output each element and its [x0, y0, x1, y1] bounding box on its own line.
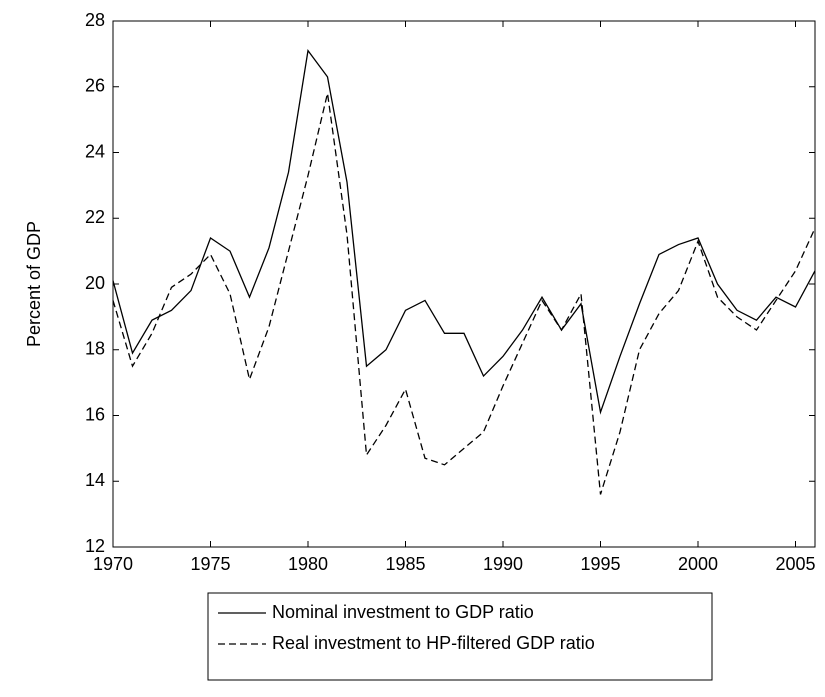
legend-box: [207, 592, 713, 681]
y-tick-label: 26: [85, 76, 105, 96]
x-tick-label: 1990: [483, 554, 523, 574]
plot-frame: [112, 20, 816, 548]
y-tick-label: 14: [85, 470, 105, 490]
x-tick-label: 2005: [775, 554, 815, 574]
y-tick-label: 12: [85, 536, 105, 556]
x-tick-label: 2000: [678, 554, 718, 574]
series-line: [112, 93, 816, 495]
x-tick-label: 1970: [93, 554, 133, 574]
y-tick-label: 24: [85, 141, 105, 161]
x-tick-label: 1980: [288, 554, 328, 574]
y-tick-label: 28: [85, 10, 105, 30]
y-tick-label: 22: [85, 207, 105, 227]
x-tick-label: 1985: [385, 554, 425, 574]
series-line: [112, 48, 816, 415]
x-tick-label: 1975: [190, 554, 230, 574]
legend-label: Real investment to HP-filtered GDP ratio: [272, 633, 595, 653]
x-tick-label: 1995: [580, 554, 620, 574]
y-tick-label: 18: [85, 339, 105, 359]
y-axis-label: Percent of GDP: [24, 221, 44, 347]
legend-label: Nominal investment to GDP ratio: [272, 602, 534, 622]
y-tick-label: 20: [85, 273, 105, 293]
y-tick-label: 16: [85, 404, 105, 424]
